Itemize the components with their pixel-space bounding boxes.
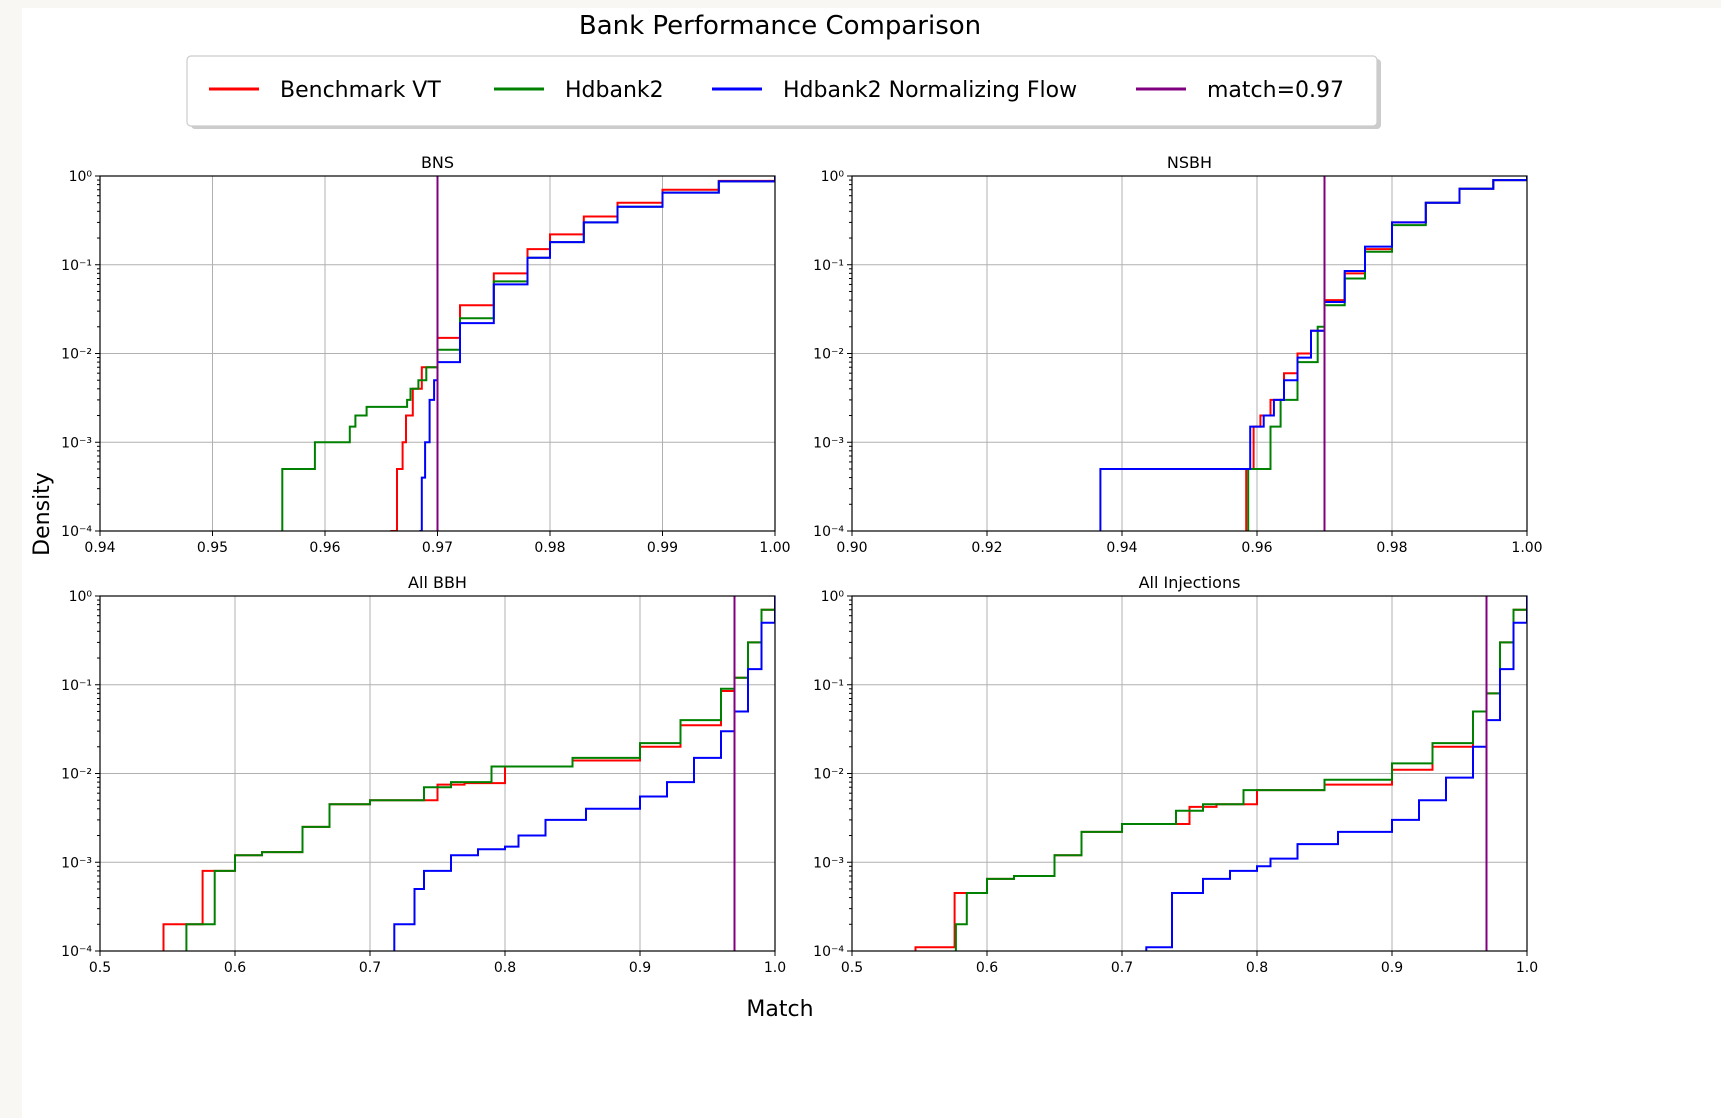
- panel-all-bbh: 0.5 0.6 0.7 0.8 0.9 1.0 10⁻⁴ 10⁻³ 10⁻² 10⁻¹ 10⁰ All…: [61, 573, 786, 976]
- x-tick-label: 1.00: [1511, 540, 1542, 556]
- legend-item-benchmark-vt: Benchmark VT: [209, 78, 441, 103]
- legend-label-benchmark-vt: Benchmark VT: [280, 78, 441, 103]
- y-tick-label: 10⁻³: [813, 435, 844, 451]
- x-tick-label: 0.90: [836, 540, 867, 556]
- x-tick-label: 0.94: [84, 540, 115, 556]
- y-axis-label: Density: [30, 472, 55, 556]
- figure-svg: Bank Performance Comparison Benchmark VT…: [30, 11, 1543, 1022]
- y-tick-label: 10⁻¹: [813, 258, 844, 274]
- x-tick-label: 0.98: [534, 540, 565, 556]
- series-line-hdbank2-normalizing-flow: [393, 596, 775, 951]
- y-tick-label: 10⁻²: [813, 767, 844, 783]
- legend-item-hdbank2: Hdbank2: [494, 78, 664, 103]
- y-tick-label: 10⁻¹: [813, 678, 844, 694]
- y-tick-label: 10⁻²: [61, 347, 92, 363]
- x-tick-label: 0.5: [89, 960, 111, 976]
- legend-box: [186, 55, 1378, 127]
- panel-bns: 0.94 0.95 0.96 0.97 0.98 0.99 1.00 10⁻⁴ 10⁻³ 10⁻²…: [61, 153, 790, 556]
- subplot-title: BNS: [421, 153, 454, 172]
- x-tick-label: 0.94: [1106, 540, 1137, 556]
- panels: 0.94 0.95 0.96 0.97 0.98 0.99 1.00 10⁻⁴ 10⁻³ 10⁻²…: [61, 153, 1542, 976]
- y-tick-label: 10⁰: [69, 169, 93, 185]
- legend: Benchmark VT Hdbank2 Hdbank2 Normalizing F…: [186, 55, 1381, 129]
- y-tick-label: 10⁻²: [61, 767, 92, 783]
- x-tick-label: 0.6: [976, 960, 998, 976]
- subplot-title: All BBH: [408, 573, 467, 592]
- y-tick-label: 10⁻⁴: [61, 944, 92, 960]
- figure: Bank Performance Comparison Benchmark VT…: [22, 8, 1721, 1118]
- y-tick-label: 10⁻³: [61, 435, 92, 451]
- y-tick-label: 10⁰: [69, 589, 93, 605]
- x-tick-label: 0.92: [971, 540, 1002, 556]
- y-tick-label: 10⁰: [821, 589, 845, 605]
- legend-item-match-0-97: match=0.97: [1136, 78, 1344, 103]
- x-tick-label: 0.9: [1381, 960, 1403, 976]
- y-tick-label: 10⁻³: [813, 855, 844, 871]
- legend-label-match-0-97: match=0.97: [1207, 78, 1344, 103]
- axes-frame: [851, 175, 1528, 532]
- panel-nsbh: 0.90 0.92 0.94 0.96 0.98 1.00 10⁻⁴ 10⁻³ 10⁻² 10⁻¹…: [813, 153, 1542, 556]
- subplot-title: All Injections: [1139, 573, 1241, 592]
- x-tick-label: 0.6: [224, 960, 246, 976]
- legend-item-hdbank2-normalizing-flow: Hdbank2 Normalizing Flow: [712, 78, 1077, 103]
- x-tick-label: 0.7: [359, 960, 381, 976]
- axes-frame: [851, 595, 1528, 952]
- y-tick-label: 10⁰: [821, 169, 845, 185]
- x-tick-label: 1.0: [764, 960, 786, 976]
- y-tick-label: 10⁻²: [813, 347, 844, 363]
- x-tick-label: 1.0: [1516, 960, 1538, 976]
- series-line-hdbank2-normalizing-flow: [1145, 596, 1527, 951]
- x-tick-label: 0.96: [1241, 540, 1272, 556]
- legend-label-hdbank2: Hdbank2: [565, 78, 664, 103]
- y-tick-label: 10⁻⁴: [61, 524, 92, 540]
- x-tick-label: 0.97: [422, 540, 453, 556]
- series-line-hdbank2-normalizing-flow: [419, 176, 775, 531]
- y-tick-label: 10⁻³: [61, 855, 92, 871]
- x-tick-label: 0.96: [309, 540, 340, 556]
- axes-frame: [99, 595, 776, 952]
- panel-all-injections: 0.5 0.6 0.7 0.8 0.9 1.0 10⁻⁴ 10⁻³ 10⁻² 10⁻¹ 10⁰ All…: [813, 573, 1538, 976]
- legend-label-hdbank2-normalizing-flow: Hdbank2 Normalizing Flow: [783, 78, 1077, 103]
- x-tick-label: 0.99: [647, 540, 678, 556]
- x-axis-label: Match: [746, 997, 813, 1022]
- x-tick-label: 1.00: [759, 540, 790, 556]
- axes-frame: [99, 175, 776, 532]
- x-tick-label: 0.98: [1376, 540, 1407, 556]
- x-tick-label: 0.8: [494, 960, 516, 976]
- x-tick-label: 0.7: [1111, 960, 1133, 976]
- figure-title: Bank Performance Comparison: [579, 11, 981, 41]
- y-tick-label: 10⁻¹: [61, 258, 92, 274]
- x-tick-label: 0.5: [841, 960, 863, 976]
- x-tick-label: 0.95: [197, 540, 228, 556]
- legend-items: Benchmark VT Hdbank2 Hdbank2 Normalizing F…: [209, 78, 1344, 103]
- x-tick-label: 0.8: [1246, 960, 1268, 976]
- subplot-title: NSBH: [1167, 153, 1212, 172]
- y-tick-label: 10⁻⁴: [813, 944, 844, 960]
- y-tick-label: 10⁻⁴: [813, 524, 844, 540]
- y-tick-label: 10⁻¹: [61, 678, 92, 694]
- x-tick-label: 0.9: [629, 960, 651, 976]
